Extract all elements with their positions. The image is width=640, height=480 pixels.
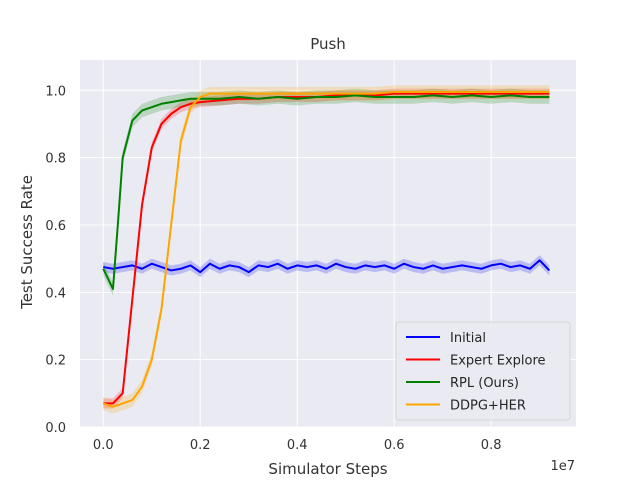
tick-labels: 0.0 0.2 0.4 0.6 0.8 0.0 0.2 0.4 0.6 0.8 1.0 <box>45 84 501 453</box>
legend-label: Expert Explore <box>450 354 546 369</box>
y-tick-label: 0.0 <box>45 421 66 436</box>
series-line-2 <box>102 94 550 290</box>
legend-label: Initial <box>450 331 486 346</box>
series-band-0 <box>103 255 550 278</box>
legend-label: DDPG+HER <box>450 399 526 414</box>
y-tick-label: 1.0 <box>45 84 66 99</box>
x-tick-label: 0.4 <box>287 438 308 453</box>
x-tick-label: 0.2 <box>190 438 211 453</box>
series-lines <box>102 90 551 408</box>
legend-label: RPL (Ours) <box>450 376 519 391</box>
x-tick-label: 0.6 <box>384 438 405 453</box>
y-tick-label: 0.6 <box>45 219 66 234</box>
chart-title: Push <box>310 35 346 53</box>
legend-box <box>395 321 571 421</box>
x-tick-label: 0.8 <box>481 438 502 453</box>
x-axis-offset-label: 1e7 <box>550 459 575 474</box>
x-axis-label: Simulator Steps <box>268 460 387 478</box>
y-tick-label: 0.8 <box>45 152 66 167</box>
series-line-0 <box>103 259 551 274</box>
y-tick-label: 0.2 <box>45 354 66 369</box>
legend: Initial Expert Explore RPL (Ours) DDPG+HER <box>395 321 571 421</box>
x-tick-label: 0.0 <box>93 438 114 453</box>
series-line-3 <box>102 90 550 408</box>
y-tick-label: 0.4 <box>45 286 66 301</box>
y-axis-label: Test Success Rate <box>18 175 36 310</box>
